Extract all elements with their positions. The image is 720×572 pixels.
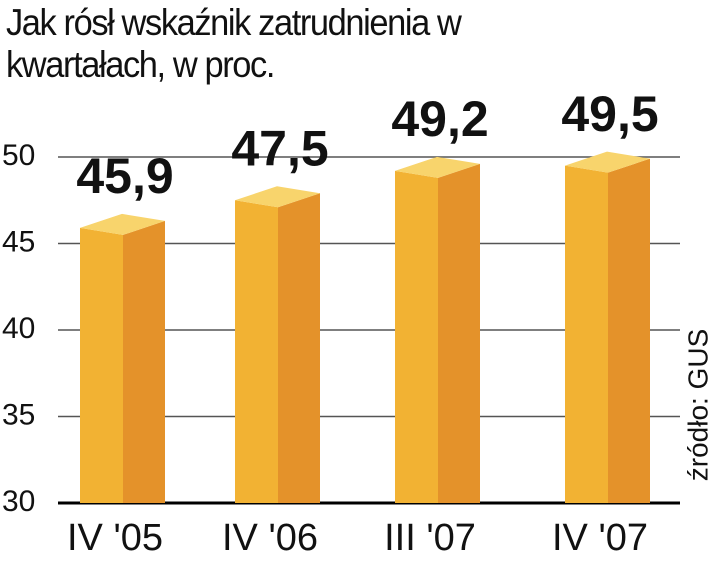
bar-side (608, 158, 650, 503)
bar-front (565, 165, 608, 503)
bar-top (80, 213, 165, 235)
bar-side (278, 193, 320, 503)
value-label: 49,5 (561, 86, 658, 142)
bar-top (235, 186, 320, 208)
source: źródło: GUS (682, 329, 713, 482)
x-tick-label: IV '07 (552, 517, 648, 559)
x-tick-label: IV '06 (222, 517, 318, 559)
value-label: 47,5 (231, 120, 328, 176)
bar-side (123, 220, 165, 503)
bar-front (80, 227, 123, 503)
bar-top (395, 156, 480, 178)
value-label: 49,2 (391, 91, 488, 147)
y-tick-label: 35 (2, 398, 35, 431)
y-tick-label: 30 (2, 485, 35, 518)
bar-front (235, 200, 278, 503)
y-tick-label: 45 (2, 225, 35, 258)
bar-front (395, 170, 438, 503)
chart-title: Jak rósł wskaźnik zatrudnienia w kwartał… (6, 2, 462, 85)
x-tick-label: III '07 (384, 517, 476, 559)
bar-side (438, 163, 480, 503)
x-tick-label: IV '05 (67, 517, 163, 559)
bar-top (565, 151, 650, 173)
y-tick-label: 50 (2, 139, 35, 172)
value-label: 45,9 (76, 148, 173, 204)
y-tick-label: 40 (2, 312, 35, 345)
